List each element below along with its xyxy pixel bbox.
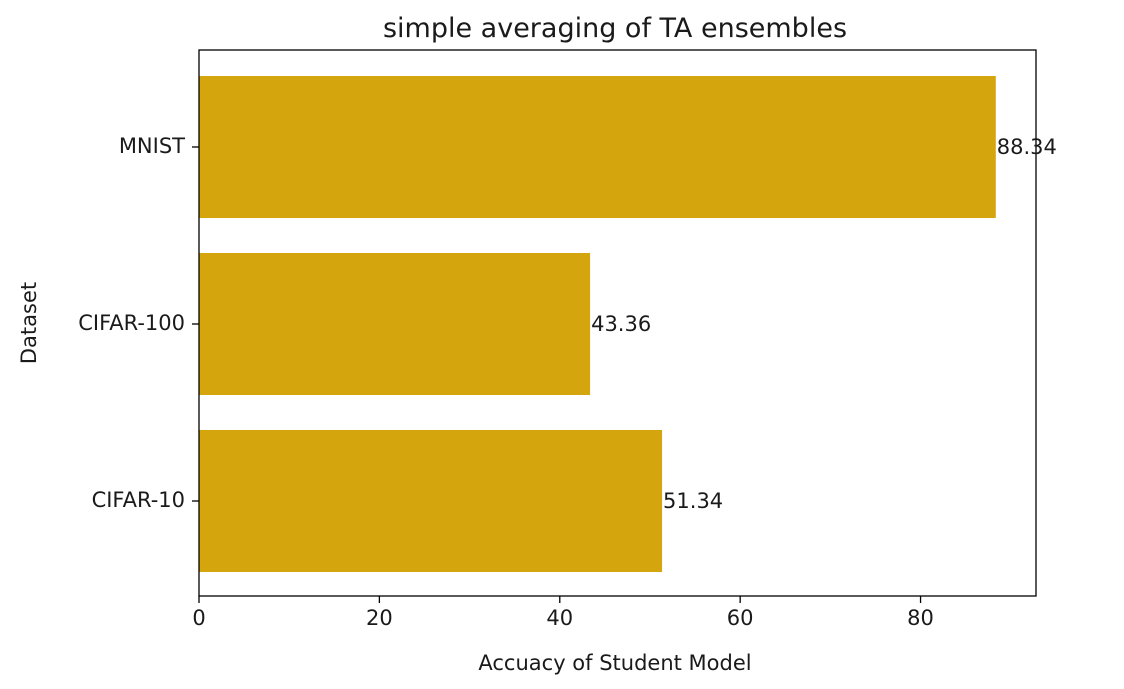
y-tick-label-mnist: MNIST: [119, 134, 185, 158]
value-label-cifar-100: 43.36: [591, 312, 651, 336]
value-label-cifar-10: 51.34: [663, 489, 723, 513]
y-tick-label-cifar-10: CIFAR-10: [92, 488, 185, 512]
plot-frame: [198, 49, 1037, 597]
value-labels: 51.34 43.36 88.34: [591, 135, 1057, 513]
bar-cifar-10: [199, 430, 663, 572]
x-tick-label-0: 0: [192, 606, 205, 630]
value-label-mnist: 88.34: [997, 135, 1057, 159]
x-tick-label-40: 40: [546, 606, 573, 630]
bar-cifar-100: [199, 253, 591, 395]
chart-title: simple averaging of TA ensembles: [383, 13, 847, 44]
x-tick-label-80: 80: [907, 606, 934, 630]
x-axis-label: Accuacy of Student Model: [478, 651, 751, 675]
y-tick-label-cifar-100: CIFAR-100: [78, 311, 185, 335]
x-tick-label-60: 60: [727, 606, 754, 630]
x-tick-label-20: 20: [366, 606, 393, 630]
y-axis-ticks: CIFAR-10 CIFAR-100 MNIST: [78, 134, 199, 512]
y-axis-label: Dataset: [17, 282, 41, 364]
x-axis-ticks: 0 20 40 60 80: [192, 596, 934, 630]
bars: [199, 76, 996, 572]
bar-mnist: [199, 76, 996, 218]
